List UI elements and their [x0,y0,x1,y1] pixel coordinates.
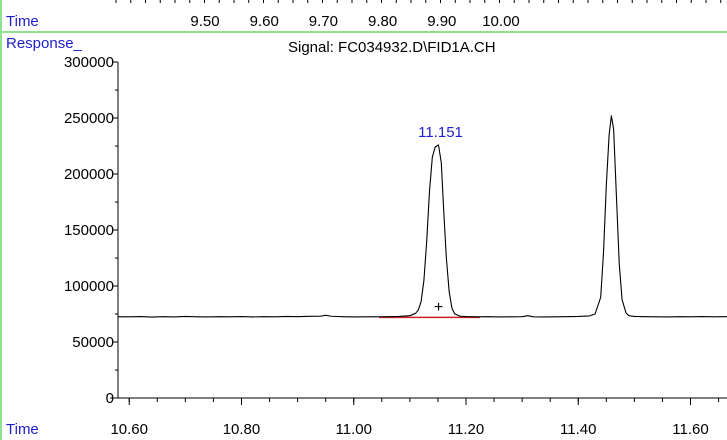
chromatogram-chart: Response_ Signal: FC034932.D\FID1A.CH 0 5… [6,35,727,438]
x-tick-label: 11.40 [560,421,596,438]
top-tick-label: 9.60 [250,13,279,30]
top-time-axis-label: Time [6,13,39,30]
peak-marker: + [434,299,443,316]
y-tick-label: 150000 [64,222,114,239]
y-tick-label: 250000 [64,110,114,127]
y-tick-label: 200000 [64,166,114,183]
x-tick-label: 10.80 [223,421,261,438]
response-axis-label: Response_ [6,35,83,52]
x-axis: 10.60 10.80 11.00 11.20 11.40 11.60 [110,398,720,438]
peak-retention-label: 11.151 [418,124,463,141]
signal-title: Signal: FC034932.D\FID1A.CH [288,39,496,56]
top-tick-label: 9.80 [368,13,397,30]
x-tick-label: 11.00 [336,421,372,438]
top-tick-label: 9.70 [309,13,338,30]
y-tick-label: 50000 [72,334,114,351]
y-tick-label: 300000 [64,54,114,71]
x-tick-label: 10.60 [110,421,148,438]
top-tick-label: 9.50 [190,13,219,30]
top-tick-label: 9.90 [427,13,456,30]
y-tick-label: 0 [106,390,114,407]
y-axis: 0 50000 100000 150000 200000 250000 300000 [64,54,118,407]
y-tick-label: 100000 [64,278,114,295]
top-time-panel: Time 9.50 9.60 9.70 9.80 9.90 10.00 [6,0,722,30]
signal-trace [118,115,727,318]
x-tick-label: 11.60 [672,421,708,438]
top-time-ticks: 9.50 9.60 9.70 9.80 9.90 10.00 [115,0,722,30]
plot-area: +11.151 [118,115,727,319]
x-tick-label: 11.20 [448,421,484,438]
top-tick-label: 10.00 [482,13,520,30]
time-axis-label: Time [6,421,39,438]
